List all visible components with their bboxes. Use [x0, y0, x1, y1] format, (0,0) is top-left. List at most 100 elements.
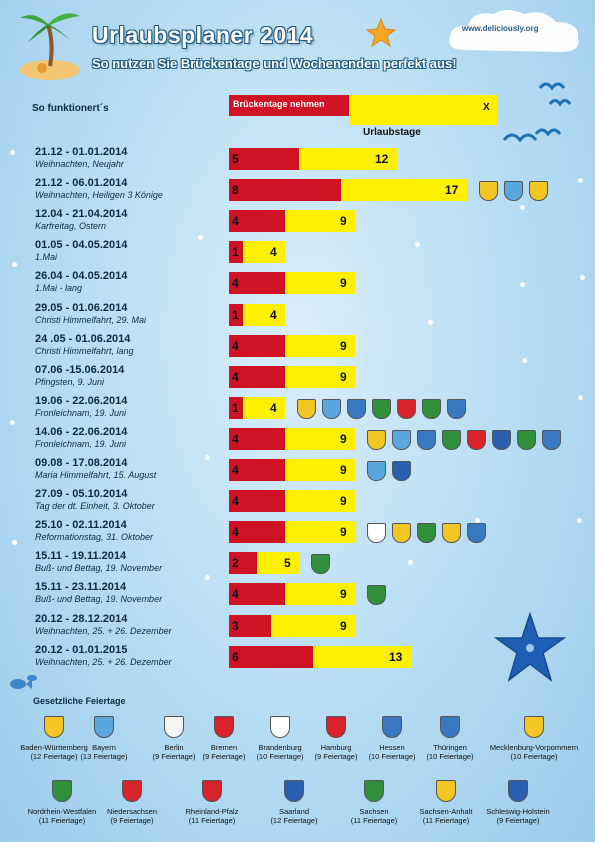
row-dates: 27.09 - 05.10.2014	[35, 488, 128, 501]
sachsen-crest-icon	[417, 523, 436, 544]
schleswig-holstein-crest-icon	[508, 780, 528, 802]
howto-label: So funktionert´s	[32, 103, 109, 114]
header-subtitle: So nutzen Sie Brückentage und Wochenende…	[92, 56, 457, 71]
bridge-days-label: 2	[232, 556, 239, 571]
birds-icon	[502, 82, 572, 143]
state-holiday-count: (10 Feiertage)	[368, 752, 416, 761]
thueringen-crest-icon	[440, 716, 460, 738]
nordrhein-westfalen-crest-icon	[372, 398, 391, 419]
row-occasion: Weihnachten, 25. + 26. Dezember	[35, 625, 172, 636]
bremen-crest-icon	[214, 716, 234, 738]
row-dates: 29.05 - 01.06.2014	[35, 301, 128, 314]
state-name: Brandenburg	[258, 743, 302, 752]
decor-dot	[520, 205, 525, 210]
legend-vacation-label: X Urlaubstage	[363, 102, 490, 138]
row-dates: 21.12 - 01.01.2014	[35, 146, 128, 158]
berlin-crest-icon	[164, 716, 184, 738]
legend-bridge-label: Brückentage nehmen	[233, 99, 325, 109]
bridge-days-label: 8	[232, 183, 239, 198]
state-holiday-count: (12 Feiertage)	[30, 752, 78, 761]
state-niedersachsen: Niedersachsen (9 Feiertage)	[96, 780, 168, 825]
row-occasion: Karfreitag, Ostern	[35, 221, 107, 232]
vacation-row: 01.05 - 04.05.2014 1.Mai 1 4	[0, 239, 595, 270]
bridge-days-bar	[229, 583, 285, 606]
hessen-crest-icon	[347, 398, 366, 419]
row-dates: 21.12 - 06.01.2014	[35, 177, 128, 190]
row-occasion: 1.Mai - lang	[35, 283, 83, 294]
sachsen-anhalt-crest-icon	[442, 523, 461, 544]
decor-dot	[12, 262, 17, 267]
vacation-row: 15.11 - 23.11.2014 Buß- und Bettag, 19. N…	[0, 581, 595, 612]
decor-dot	[205, 455, 210, 460]
decor-dot	[578, 178, 583, 183]
state-holiday-count: (9 Feiertage)	[202, 752, 246, 761]
state-bremen: Bremen (9 Feiertage)	[188, 716, 260, 761]
state-holiday-count: (12 Feiertage)	[270, 816, 318, 825]
hessen-crest-icon	[382, 716, 402, 738]
row-occasion: Fronleichnam, 19. Juni	[35, 438, 127, 449]
state-name: Sachsen-Anhalt	[419, 807, 473, 816]
vacation-row: 20.12 - 28.12.2014 Weihnachten, 25. + 26.…	[0, 613, 595, 644]
state-name: Saarland	[278, 807, 310, 816]
total-days-label: 9	[340, 463, 347, 477]
row-crests	[479, 181, 548, 202]
row-dates: 07.06 -15.06.2014	[35, 363, 125, 376]
row-occasion: Buß- und Bettag, 19. November	[35, 563, 163, 574]
state-holiday-count: (10 Feiertage)	[510, 752, 558, 761]
bridge-days-bar	[229, 272, 285, 295]
row-dates: 24 .05 - 01.06.2014	[35, 332, 131, 345]
baden-wuerttemberg-crest-icon	[44, 716, 64, 738]
row-crests	[297, 398, 466, 419]
bridge-days-bar	[229, 490, 285, 513]
sachsen-anhalt-crest-icon	[436, 780, 456, 802]
state-holiday-count: (9 Feiertage)	[110, 816, 154, 825]
brandenburg-crest-icon	[270, 716, 290, 738]
vacation-row: 21.12 - 01.01.2014 Weihnachten, Neujahr 5 1…	[0, 146, 595, 177]
bridge-days-label: 4	[232, 494, 239, 509]
state-holiday-count: (11 Feiertage)	[188, 816, 236, 825]
decor-dot	[475, 518, 480, 523]
decor-dot	[578, 395, 583, 400]
nordrhein-westfalen-crest-icon	[442, 429, 461, 450]
vacation-row: 26.04 - 04.05.2014 1.Mai - lang 4 9	[0, 270, 595, 301]
total-days-label: 9	[340, 214, 347, 229]
total-days-label: 13	[389, 649, 403, 664]
bridge-days-bar	[229, 334, 285, 357]
vacation-row: 29.05 - 01.06.2014 Christi Himmelfahrt, 2…	[0, 302, 595, 333]
row-dates: 20.12 - 28.12.2014	[35, 612, 128, 625]
row-occasion: Buß- und Bettag, 19. November	[35, 594, 163, 605]
vacation-row: 25.10 - 02.11.2014 Reformationstag, 31. O…	[0, 519, 595, 550]
baden-wuerttemberg-crest-icon	[297, 398, 316, 419]
state-rheinland-pfalz: Rheinland-Pfalz (11 Feiertage)	[176, 780, 248, 825]
decor-dot	[428, 320, 433, 325]
state-bayern: Bayern (13 Feiertage)	[68, 716, 140, 761]
state-holiday-count: (9 Feiertage)	[314, 752, 358, 761]
bayern-crest-icon	[322, 398, 341, 419]
bridge-days-label: 4	[232, 338, 239, 353]
total-days-label: 5	[284, 556, 291, 571]
total-days-label: 12	[375, 152, 389, 166]
row-occasion: Tag der dt. Einheit, 3. Oktober	[35, 501, 155, 512]
state-mecklenburg-vorpommern: Mecklenburg-Vorpommern (10 Feiertage)	[484, 716, 584, 761]
state-name: Hessen	[379, 743, 405, 752]
row-crests	[367, 429, 561, 450]
bridge-days-bar	[229, 396, 243, 419]
bridge-days-bar	[229, 241, 243, 264]
row-occasion: Fronleichnam, 19. Juni	[35, 407, 127, 418]
decor-dot	[198, 235, 203, 240]
state-name: Berlin	[164, 743, 184, 752]
mecklenburg-vorpommern-crest-icon	[524, 716, 544, 738]
starfish-large-icon	[494, 612, 566, 682]
decor-dot	[577, 518, 582, 523]
row-dates: 26.04 - 04.05.2014	[35, 270, 128, 283]
bridge-days-bar	[229, 614, 271, 637]
saarland-crest-icon	[284, 780, 304, 802]
sachsen-anhalt-crest-icon	[529, 181, 548, 202]
vacation-row: 15.11 - 19.11.2014 Buß- und Bettag, 19. N…	[0, 550, 595, 581]
state-name: Bremen	[210, 743, 238, 752]
rheinland-pfalz-crest-icon	[397, 398, 416, 419]
bridge-days-label: 4	[232, 431, 239, 446]
total-days-label: 4	[270, 307, 277, 322]
mecklenburg-vorpommern-crest-icon	[392, 523, 411, 544]
state-sachsen-anhalt: Sachsen-Anhalt (11 Feiertage)	[410, 780, 482, 825]
